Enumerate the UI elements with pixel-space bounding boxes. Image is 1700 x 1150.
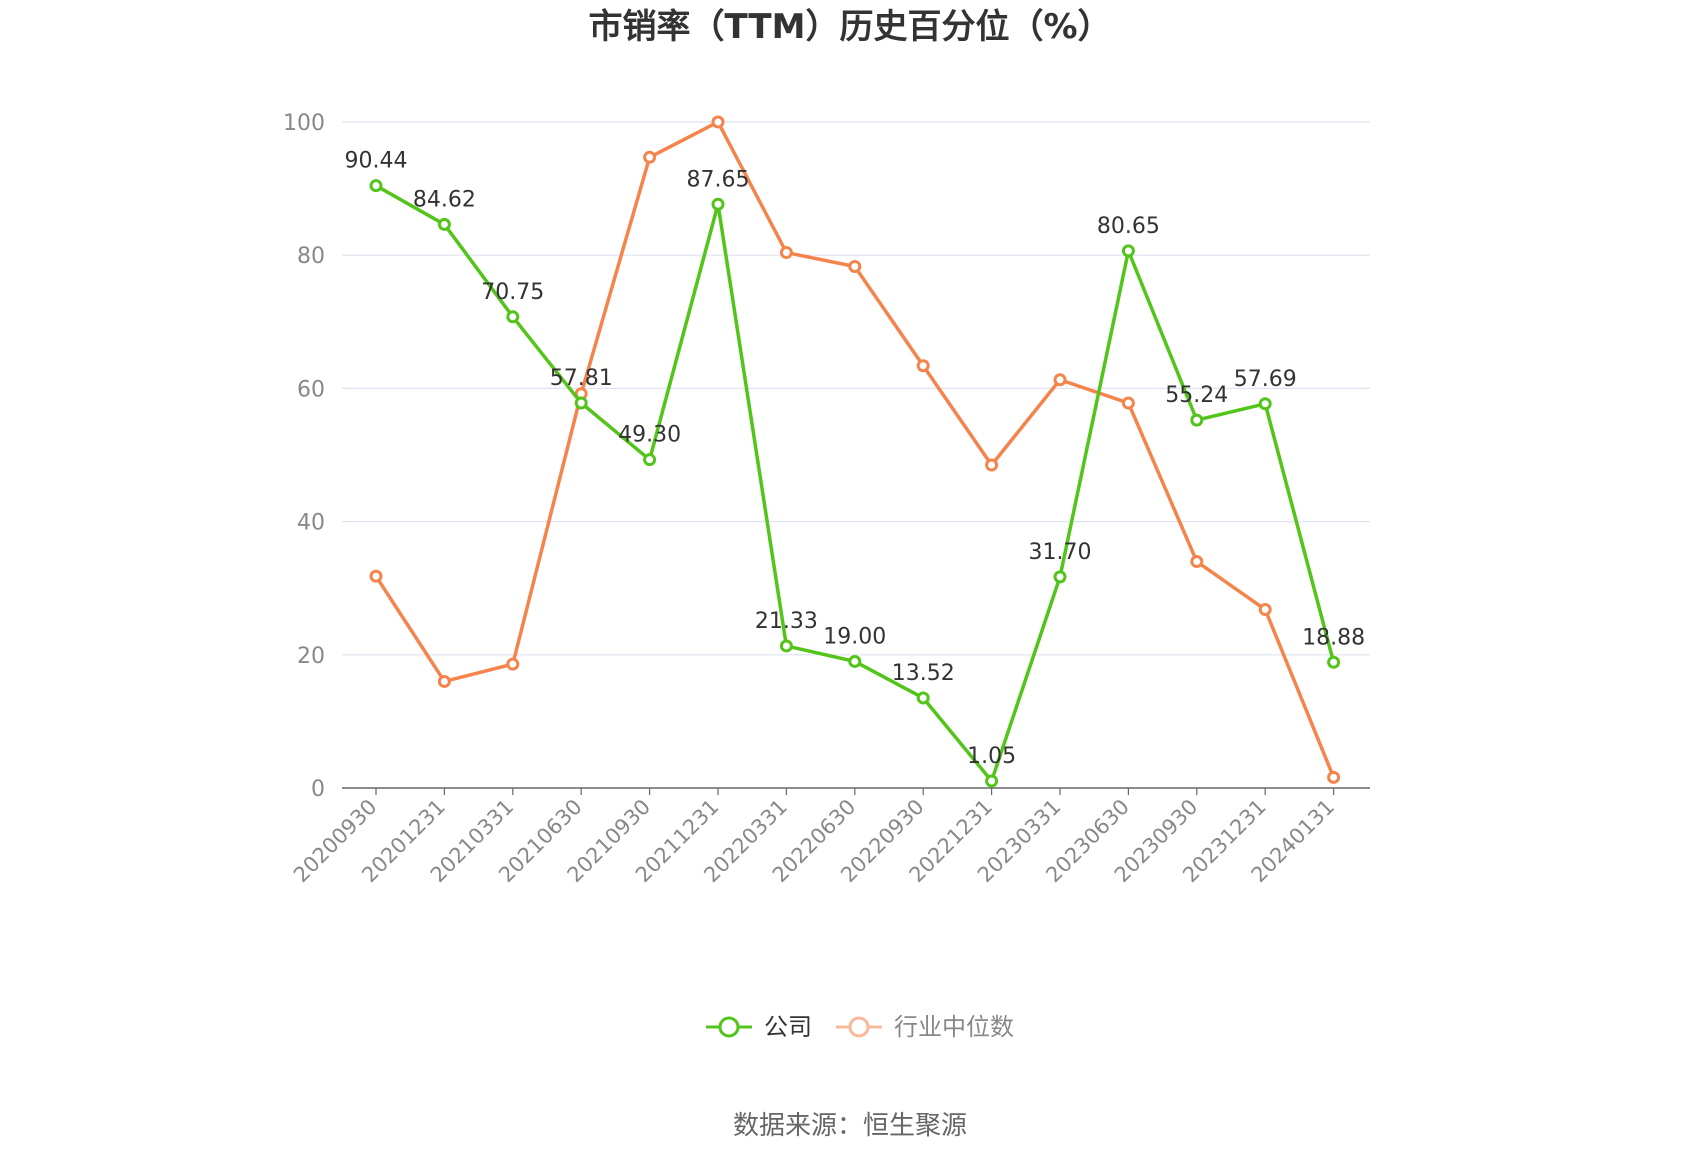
company-data-point[interactable] xyxy=(643,453,657,467)
company-data-point[interactable] xyxy=(369,179,383,193)
company-data-point[interactable] xyxy=(1258,397,1272,411)
company-data-label: 21.33 xyxy=(755,609,818,634)
company-series-line xyxy=(375,184,1336,783)
industry-data-point[interactable] xyxy=(779,246,793,260)
company-data-point[interactable] xyxy=(848,654,862,668)
chart-title: 市销率（TTM）历史百分位（%） xyxy=(588,7,1111,47)
company-data-label: 57.69 xyxy=(1234,367,1297,392)
company-data-label: 49.30 xyxy=(618,423,681,448)
legend-industry-label: 行业中位数 xyxy=(894,1013,1014,1041)
grid-layer xyxy=(342,121,1370,656)
company-data-label: 70.75 xyxy=(481,280,544,305)
company-data-point[interactable] xyxy=(1327,655,1341,669)
y-tick-label: 60 xyxy=(297,377,325,402)
company-data-point[interactable] xyxy=(574,396,588,410)
legend-company-label: 公司 xyxy=(764,1013,812,1041)
company-data-point[interactable] xyxy=(1053,570,1067,584)
industry-data-point[interactable] xyxy=(1190,555,1204,569)
company-data-label: 87.65 xyxy=(687,167,750,192)
company-data-point[interactable] xyxy=(779,639,793,653)
company-data-point[interactable] xyxy=(1121,244,1135,258)
company-data-point[interactable] xyxy=(985,774,999,788)
legend-company-marker-icon xyxy=(718,1016,740,1038)
company-data-label: 90.44 xyxy=(345,149,408,174)
legend-item-company[interactable]: 公司 xyxy=(706,1013,812,1041)
company-data-label: 18.88 xyxy=(1302,625,1365,650)
industry-data-point[interactable] xyxy=(985,458,999,472)
company-data-point[interactable] xyxy=(916,691,930,705)
industry-data-point[interactable] xyxy=(848,260,862,274)
y-tick-label: 0 xyxy=(311,777,325,802)
company-data-label: 13.52 xyxy=(892,661,955,686)
company-data-point[interactable] xyxy=(506,310,520,324)
company-data-point[interactable] xyxy=(437,217,451,231)
company-data-label: 31.70 xyxy=(1029,540,1092,565)
legend-item-industry[interactable]: 行业中位数 xyxy=(836,1013,1014,1041)
legend: 公司 行业中位数 xyxy=(706,1013,1014,1041)
company-data-label: 19.00 xyxy=(823,624,886,649)
y-tick-label: 100 xyxy=(283,111,325,136)
industry-data-point[interactable] xyxy=(369,569,383,583)
industry-data-point[interactable] xyxy=(643,150,657,164)
y-tick-label: 40 xyxy=(297,511,325,536)
industry-data-point[interactable] xyxy=(1053,373,1067,387)
industry-series-line xyxy=(374,120,1336,779)
company-data-label: 1.05 xyxy=(967,744,1016,769)
company-data-label: 84.62 xyxy=(413,187,476,212)
legend-industry-marker-icon xyxy=(848,1016,870,1038)
y-tick-label: 80 xyxy=(297,244,325,269)
industry-data-point[interactable] xyxy=(506,657,520,671)
industry-data-point[interactable] xyxy=(916,359,930,373)
industry-data-point[interactable] xyxy=(1327,770,1341,784)
y-tick-label: 20 xyxy=(297,644,325,669)
industry-data-point[interactable] xyxy=(437,674,451,688)
industry-data-point[interactable] xyxy=(1258,603,1272,617)
series-layer xyxy=(369,115,1341,788)
data-source-note: 数据来源：恒生聚源 xyxy=(733,1111,967,1141)
company-data-label: 55.24 xyxy=(1165,383,1228,408)
industry-data-point[interactable] xyxy=(711,115,725,129)
company-data-point[interactable] xyxy=(1190,413,1204,427)
company-data-label: 80.65 xyxy=(1097,214,1160,239)
industry-data-point[interactable] xyxy=(1121,396,1135,410)
company-data-label: 57.81 xyxy=(550,366,613,391)
company-data-point[interactable] xyxy=(711,197,725,211)
